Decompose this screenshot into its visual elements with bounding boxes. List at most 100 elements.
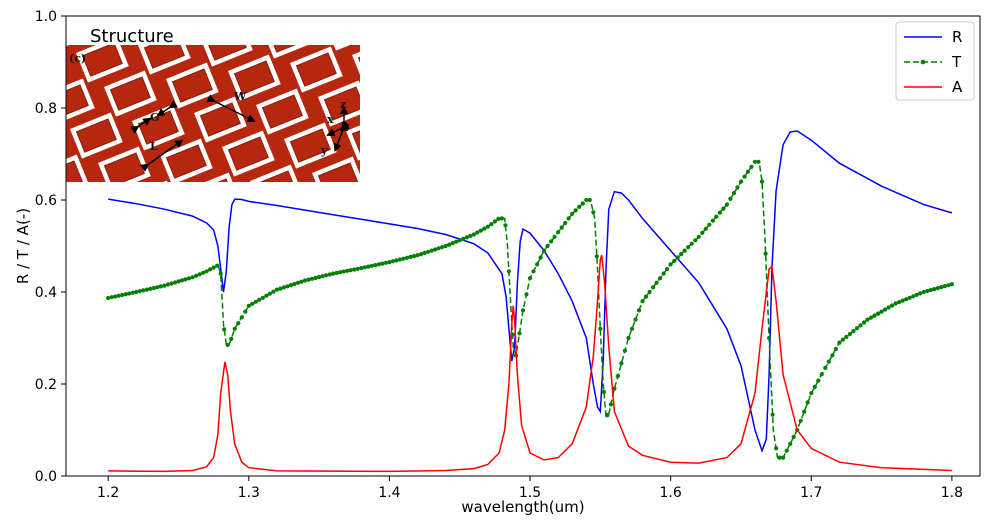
series-marker	[612, 386, 617, 391]
series-marker	[123, 292, 128, 297]
series-marker	[369, 263, 374, 268]
series-marker	[267, 291, 272, 296]
inset-ring	[250, 164, 303, 182]
series-marker	[457, 238, 462, 243]
series-marker	[362, 265, 367, 270]
series-marker	[717, 210, 723, 215]
inset-ring	[318, 80, 360, 127]
series-marker	[672, 258, 677, 264]
series-marker	[759, 179, 765, 184]
inset-ring	[312, 156, 360, 182]
series-marker	[925, 288, 930, 294]
series-marker	[215, 263, 220, 268]
series-marker	[914, 292, 919, 297]
series-marker	[397, 257, 403, 262]
series-marker	[752, 159, 758, 164]
inset-island	[233, 60, 275, 95]
inset-island	[137, 110, 179, 145]
series-marker	[647, 289, 652, 295]
series-marker	[911, 294, 916, 299]
series-marker	[598, 326, 603, 331]
series-marker	[770, 412, 775, 417]
series-marker	[285, 284, 290, 289]
series-marker	[524, 292, 529, 297]
inset-label-y: y	[320, 144, 328, 157]
series-marker	[703, 226, 708, 231]
series-marker	[904, 297, 909, 302]
series-marker	[186, 276, 192, 281]
series-marker	[531, 269, 536, 274]
inset-island	[295, 52, 337, 87]
series-marker	[232, 326, 237, 331]
x-tick-label: 1.2	[97, 485, 119, 501]
series-marker	[155, 285, 160, 290]
series-marker	[724, 202, 730, 207]
inset-ring	[290, 46, 343, 93]
series-marker	[749, 164, 754, 169]
inset-arrow	[333, 121, 350, 152]
series-marker	[433, 247, 438, 252]
series-marker	[204, 269, 209, 274]
series-marker	[742, 174, 747, 179]
legend-label-a: A	[952, 78, 963, 96]
inset-island	[255, 170, 297, 182]
series-marker	[580, 201, 585, 206]
series-marker	[450, 241, 455, 246]
series-marker	[292, 281, 297, 287]
series-marker	[883, 307, 888, 312]
series-marker	[471, 232, 476, 237]
series-marker	[341, 269, 346, 274]
series-marker	[784, 448, 789, 453]
series-marker	[197, 272, 202, 277]
series-marker	[236, 321, 241, 326]
series-line-r	[108, 130, 953, 453]
inset-island	[289, 128, 331, 163]
series-marker	[443, 243, 448, 249]
series-marker	[165, 282, 170, 287]
series-marker	[338, 270, 343, 275]
series-marker	[805, 400, 810, 405]
y-tick-label: 0.6	[35, 193, 57, 209]
series-marker	[854, 326, 860, 331]
series-marker	[158, 284, 163, 289]
series-marker	[144, 287, 149, 292]
series-marker	[731, 191, 737, 196]
series-marker	[211, 265, 216, 270]
inset-island	[261, 94, 303, 129]
series-marker	[890, 303, 895, 308]
inset-label-l: L	[150, 140, 158, 153]
series-marker	[355, 266, 360, 271]
structure-inset: (c) Structure G W Lx y z	[66, 26, 360, 182]
series-marker	[506, 269, 511, 274]
series-marker	[745, 169, 751, 174]
series-marker	[482, 226, 487, 231]
series-marker	[250, 301, 255, 306]
series-marker	[563, 220, 568, 226]
series-marker	[868, 315, 874, 320]
series-marker	[394, 258, 399, 263]
series-marker	[520, 308, 526, 313]
series-marker	[682, 248, 687, 253]
series-marker	[556, 230, 561, 235]
series-marker	[622, 348, 628, 353]
series-marker	[373, 263, 378, 268]
plot-frame	[65, 15, 981, 477]
series-marker	[707, 222, 712, 227]
series-marker	[281, 285, 287, 290]
series-marker	[264, 293, 269, 298]
series-marker	[946, 283, 951, 288]
x-axis: 1.2 1.3 1.4 1.5 1.6 1.7 1.8	[97, 476, 963, 501]
inset-slot-pattern	[66, 45, 360, 182]
inset-ring	[66, 78, 95, 125]
series-marker	[162, 283, 167, 288]
series-marker	[763, 251, 768, 256]
series-marker	[194, 273, 199, 278]
series-marker	[222, 327, 227, 332]
series-marker	[802, 409, 807, 414]
x-tick-label: 1.3	[238, 485, 260, 501]
series-marker	[897, 300, 902, 305]
series-marker	[461, 236, 466, 241]
inset-ring	[166, 62, 219, 109]
series-marker	[489, 222, 494, 227]
